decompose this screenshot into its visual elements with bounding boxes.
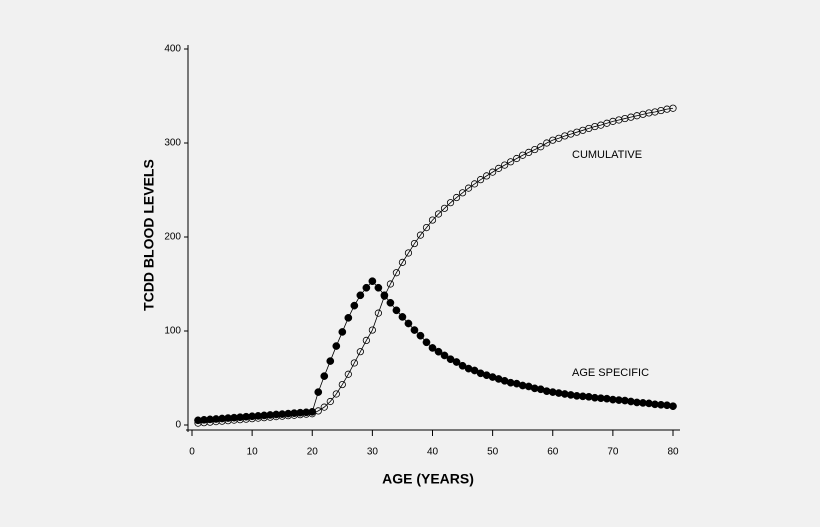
data-point xyxy=(434,347,443,356)
data-point xyxy=(555,134,563,142)
series-annotation: CUMULATIVE xyxy=(572,149,642,161)
data-point xyxy=(398,313,407,321)
data-point xyxy=(464,184,473,192)
data-point xyxy=(669,104,677,112)
data-point xyxy=(380,291,389,300)
data-point xyxy=(416,231,425,239)
data-point xyxy=(320,372,329,380)
data-point xyxy=(489,168,497,176)
data-point xyxy=(470,180,479,188)
x-tick-label: 60 xyxy=(547,447,559,458)
data-point xyxy=(368,326,376,334)
data-point xyxy=(428,216,437,224)
data-point xyxy=(525,148,533,156)
x-axis-label: AGE (YEARS) xyxy=(382,471,474,487)
data-point xyxy=(332,342,341,350)
data-point xyxy=(374,283,383,292)
data-point xyxy=(476,176,485,184)
data-point xyxy=(386,298,395,307)
y-tick-label: 300 xyxy=(164,138,181,149)
x-tick-label: 0 xyxy=(189,447,195,458)
data-point xyxy=(410,239,419,248)
data-point xyxy=(458,189,467,197)
x-tick-label: 50 xyxy=(487,447,499,458)
x-tick-label: 20 xyxy=(307,447,319,458)
data-point xyxy=(350,301,359,310)
data-point xyxy=(495,164,503,172)
data-point xyxy=(531,145,539,154)
data-point xyxy=(452,358,461,366)
data-point xyxy=(440,204,449,212)
data-point xyxy=(398,258,407,266)
y-tick-label: 100 xyxy=(164,326,181,337)
data-point xyxy=(513,154,521,163)
y-tick-label: 200 xyxy=(164,232,181,243)
data-point xyxy=(537,143,545,151)
data-point xyxy=(308,407,317,416)
data-point xyxy=(410,326,419,334)
data-point xyxy=(416,331,425,340)
data-point xyxy=(669,402,677,411)
data-point xyxy=(501,161,509,169)
data-point xyxy=(422,224,431,232)
data-point xyxy=(422,338,431,347)
data-point xyxy=(326,397,334,406)
data-point xyxy=(344,370,352,378)
data-point xyxy=(392,306,401,315)
y-axis-label: TCDD BLOOD LEVELS xyxy=(141,159,157,311)
data-point xyxy=(446,199,455,207)
data-point xyxy=(368,277,377,286)
x-tick-label: 80 xyxy=(667,447,679,458)
data-point xyxy=(326,357,335,365)
data-point xyxy=(428,344,437,352)
data-point xyxy=(362,336,370,344)
x-tick-label: 70 xyxy=(607,447,619,458)
data-point xyxy=(483,172,491,180)
data-point xyxy=(338,380,346,389)
x-tick-label: 10 xyxy=(247,447,259,458)
data-point xyxy=(392,269,401,277)
data-point xyxy=(404,249,413,257)
x-tick-label: 30 xyxy=(367,447,379,458)
data-point xyxy=(356,291,365,300)
data-point xyxy=(404,319,413,328)
data-point xyxy=(338,328,347,336)
series-annotation: AGE SPECIFIC xyxy=(572,367,649,379)
data-point xyxy=(362,283,371,292)
data-point xyxy=(386,280,395,288)
data-point xyxy=(356,348,364,356)
x-tick-label: 40 xyxy=(427,447,439,458)
data-point xyxy=(543,139,551,147)
y-tick-label: 0 xyxy=(175,420,181,431)
data-point xyxy=(320,403,328,411)
data-point xyxy=(332,390,340,398)
data-point xyxy=(344,313,353,322)
data-point xyxy=(452,193,461,202)
data-point xyxy=(507,158,515,166)
data-point xyxy=(314,388,323,396)
data-point xyxy=(519,151,527,159)
data-point xyxy=(434,210,443,218)
data-point xyxy=(350,359,358,367)
data-point xyxy=(374,309,382,317)
y-tick-label: 400 xyxy=(164,44,181,55)
data-point xyxy=(440,351,449,360)
